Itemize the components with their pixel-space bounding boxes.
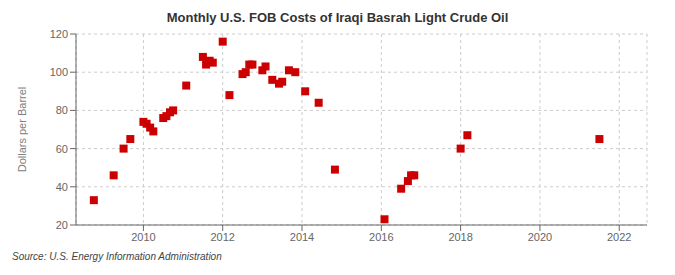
svg-text:100: 100 <box>50 66 68 78</box>
svg-text:80: 80 <box>56 104 68 116</box>
svg-text:2012: 2012 <box>210 231 234 243</box>
svg-text:20: 20 <box>56 219 68 231</box>
svg-text:120: 120 <box>50 28 68 40</box>
svg-text:40: 40 <box>56 181 68 193</box>
svg-text:2014: 2014 <box>290 231 314 243</box>
svg-text:2016: 2016 <box>369 231 393 243</box>
html-text:Monthly U.S. FOB Costs of Iraq: Monthly U.S. FOB Costs of Iraqi Basrah L… <box>166 10 509 25</box>
svg-text:2018: 2018 <box>448 231 472 243</box>
svg-text:Dollars per Barrel: Dollars per Barrel <box>16 87 28 173</box>
html-text:Source: U.S. Energy Informatio: Source: U.S. Energy Information Administ… <box>12 251 222 262</box>
svg-text:2022: 2022 <box>607 231 631 243</box>
svg-text:2010: 2010 <box>131 231 155 243</box>
svg-text:60: 60 <box>56 143 68 155</box>
svg-text:2020: 2020 <box>528 231 552 243</box>
